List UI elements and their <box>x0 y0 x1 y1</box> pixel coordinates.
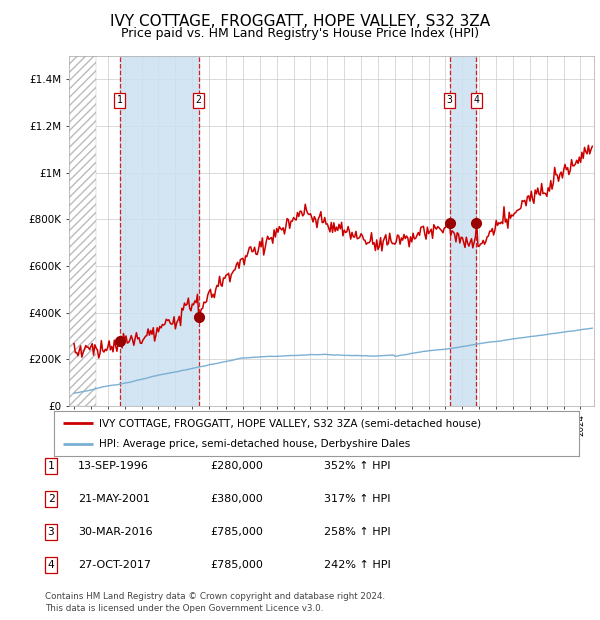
Text: £380,000: £380,000 <box>210 494 263 504</box>
Text: 317% ↑ HPI: 317% ↑ HPI <box>324 494 391 504</box>
Text: 4: 4 <box>47 560 55 570</box>
Text: 13-SEP-1996: 13-SEP-1996 <box>78 461 149 471</box>
Text: 30-MAR-2016: 30-MAR-2016 <box>78 527 152 537</box>
Text: 258% ↑ HPI: 258% ↑ HPI <box>324 527 391 537</box>
Bar <box>69 56 96 406</box>
Text: 3: 3 <box>47 527 55 537</box>
Text: 3: 3 <box>447 95 452 105</box>
Bar <box>449 56 476 406</box>
Text: IVY COTTAGE, FROGGATT, HOPE VALLEY, S32 3ZA: IVY COTTAGE, FROGGATT, HOPE VALLEY, S32 … <box>110 14 490 29</box>
Text: 1: 1 <box>47 461 55 471</box>
Text: 242% ↑ HPI: 242% ↑ HPI <box>324 560 391 570</box>
Text: HPI: Average price, semi-detached house, Derbyshire Dales: HPI: Average price, semi-detached house,… <box>98 438 410 449</box>
Text: £280,000: £280,000 <box>210 461 263 471</box>
Text: 2: 2 <box>47 494 55 504</box>
Text: 21-MAY-2001: 21-MAY-2001 <box>78 494 150 504</box>
Bar <box>120 56 199 406</box>
Text: IVY COTTAGE, FROGGATT, HOPE VALLEY, S32 3ZA (semi-detached house): IVY COTTAGE, FROGGATT, HOPE VALLEY, S32 … <box>98 418 481 428</box>
Text: 27-OCT-2017: 27-OCT-2017 <box>78 560 151 570</box>
Text: 1: 1 <box>117 95 123 105</box>
Text: Price paid vs. HM Land Registry's House Price Index (HPI): Price paid vs. HM Land Registry's House … <box>121 27 479 40</box>
Text: 4: 4 <box>473 95 479 105</box>
Text: £785,000: £785,000 <box>210 527 263 537</box>
Text: Contains HM Land Registry data © Crown copyright and database right 2024.
This d: Contains HM Land Registry data © Crown c… <box>45 591 385 613</box>
Text: £785,000: £785,000 <box>210 560 263 570</box>
Text: 352% ↑ HPI: 352% ↑ HPI <box>324 461 391 471</box>
Text: 2: 2 <box>196 95 202 105</box>
